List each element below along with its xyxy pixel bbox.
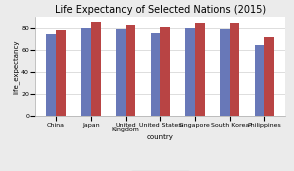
Bar	[160, 27, 170, 116]
Bar	[195, 23, 205, 116]
Bar	[255, 45, 264, 116]
Bar	[46, 34, 56, 116]
Bar	[126, 25, 135, 116]
Bar	[230, 23, 239, 116]
Bar	[91, 22, 101, 116]
Bar	[264, 37, 274, 116]
Bar	[116, 29, 126, 116]
X-axis label: country: country	[147, 134, 174, 140]
Bar	[56, 30, 66, 116]
Bar	[185, 28, 195, 116]
Bar	[220, 29, 230, 116]
Title: Life Expectancy of Selected Nations (2015): Life Expectancy of Selected Nations (201…	[55, 5, 266, 15]
Bar	[81, 28, 91, 116]
Bar	[151, 32, 160, 116]
Y-axis label: life_expectancy: life_expectancy	[13, 40, 20, 94]
